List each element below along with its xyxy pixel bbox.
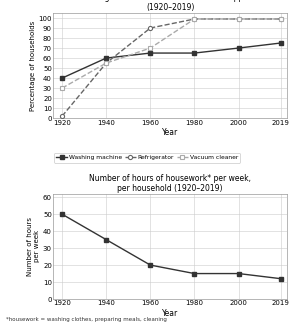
X-axis label: Year: Year — [162, 309, 178, 318]
Y-axis label: Number of hours
per week: Number of hours per week — [27, 217, 40, 276]
Title: Percentage of households with electrical appliances
(1920–2019): Percentage of households with electrical… — [70, 0, 270, 12]
Legend: Washing machine, Refrigerator, Vacuum cleaner: Washing machine, Refrigerator, Vacuum cl… — [54, 153, 240, 162]
Title: Number of hours of housework* per week,
per household (1920–2019): Number of hours of housework* per week, … — [89, 174, 251, 193]
X-axis label: Year: Year — [162, 128, 178, 137]
Y-axis label: Percentage of households: Percentage of households — [30, 20, 36, 111]
Text: *housework = washing clothes, preparing meals, cleaning: *housework = washing clothes, preparing … — [6, 317, 167, 322]
